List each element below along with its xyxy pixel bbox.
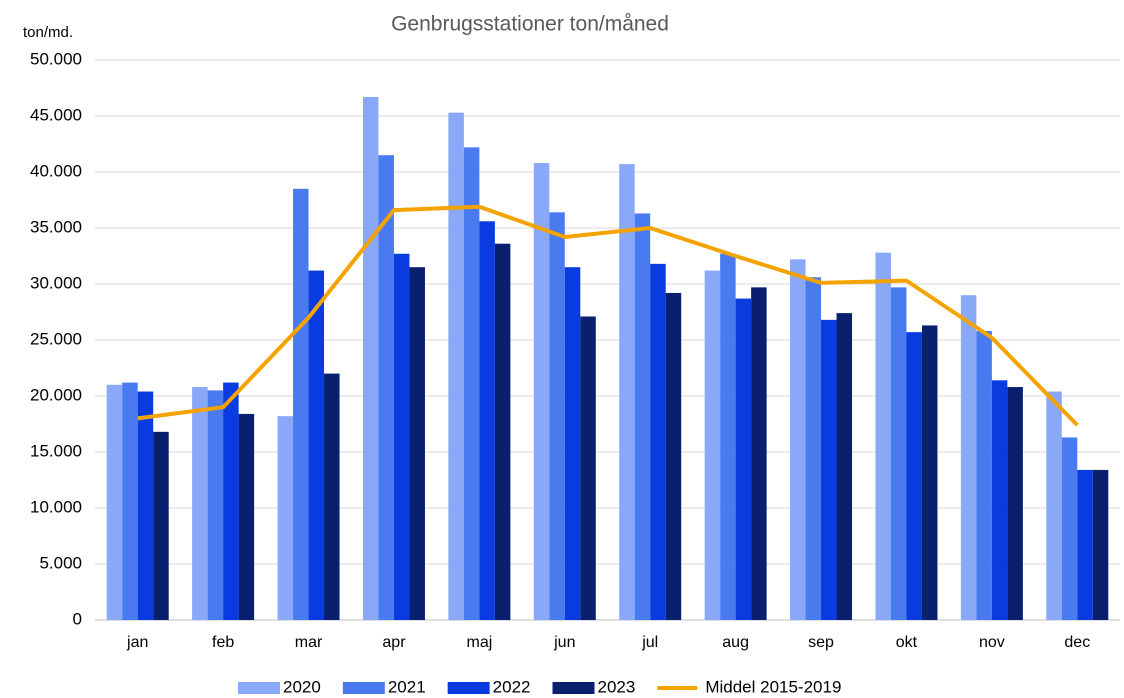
legend-label: 2022: [493, 677, 531, 696]
legend-label: 2020: [283, 677, 321, 696]
y-tick-label: 35.000: [30, 217, 82, 236]
bar: [665, 292, 682, 620]
x-tick-label: nov: [979, 634, 1005, 651]
bar: [409, 267, 425, 620]
y-tick-label: 45.000: [30, 105, 82, 124]
x-tick-label: jul: [641, 634, 658, 651]
y-tick-label: 25.000: [30, 329, 82, 348]
bar: [751, 287, 767, 620]
bar: [1077, 469, 1093, 620]
bar: [463, 147, 480, 621]
bar: [875, 252, 891, 620]
bar: [549, 212, 565, 620]
x-tick-label: mar: [295, 634, 323, 651]
y-tick-label: 0: [73, 609, 82, 628]
bar: [564, 267, 581, 620]
bar: [153, 431, 169, 620]
bar: [106, 384, 123, 620]
bar: [393, 253, 410, 620]
bar: [890, 287, 907, 620]
legend-swatch: [238, 682, 280, 694]
bar: [448, 112, 464, 620]
bar: [1061, 437, 1078, 620]
bar: [1046, 391, 1062, 620]
bar: [122, 382, 138, 620]
x-tick-label: jan: [126, 634, 148, 651]
x-tick-label: okt: [896, 634, 918, 651]
x-tick-label: apr: [382, 634, 406, 651]
legend-swatch: [552, 682, 595, 694]
x-tick-label: dec: [1064, 634, 1090, 651]
bar: [976, 331, 992, 620]
bar: [238, 413, 255, 620]
bar: [720, 253, 736, 620]
bar: [634, 213, 651, 620]
bar: [991, 380, 1008, 620]
line-series: [137, 204, 1079, 427]
y-tick-label: 30.000: [30, 273, 82, 292]
bar: [836, 313, 853, 620]
bar: [805, 277, 822, 620]
y-tick-label: 5.000: [39, 553, 82, 572]
chart-title: Genbrugsstationer ton/måned: [391, 13, 669, 36]
x-tick-label: sep: [808, 634, 834, 651]
y-tick-label: 15.000: [30, 441, 82, 460]
bar: [207, 390, 224, 620]
legend-label: 2021: [388, 677, 426, 696]
bar: [494, 243, 511, 620]
x-tick-label: jun: [553, 634, 575, 651]
bar: [735, 298, 752, 620]
bar: [1007, 387, 1023, 620]
y-tick-label: 20.000: [30, 385, 82, 404]
legend-label: Middel 2015-2019: [705, 677, 841, 696]
y-tick-label: 10.000: [30, 497, 82, 516]
bar: [650, 263, 666, 620]
bar: [821, 319, 837, 620]
bar: [704, 270, 721, 620]
bar: [324, 373, 340, 620]
bar: [790, 259, 806, 620]
bar: [479, 221, 495, 620]
bar: [277, 416, 294, 620]
y-tick-label: 50.000: [30, 49, 82, 68]
bar: [1092, 469, 1109, 620]
bar: [137, 391, 154, 620]
bar: [192, 387, 208, 620]
x-tick-label: aug: [722, 634, 749, 651]
bar: [906, 332, 922, 620]
legend-label: 2023: [597, 677, 635, 696]
bar: [293, 188, 309, 621]
x-tick-label: maj: [466, 634, 492, 651]
bar: [533, 163, 550, 621]
bar: [362, 96, 379, 620]
bar: [619, 164, 635, 620]
bar: [921, 325, 938, 620]
bar: [378, 155, 394, 620]
bar: [960, 295, 977, 620]
legend-swatch: [342, 682, 385, 694]
legend-swatch: [447, 682, 490, 694]
bar: [308, 270, 325, 620]
bar: [223, 382, 239, 620]
y-axis-label: ton/md.: [23, 24, 73, 41]
bar: [580, 316, 596, 620]
x-tick-label: feb: [212, 634, 234, 651]
y-tick-label: 40.000: [30, 161, 82, 180]
